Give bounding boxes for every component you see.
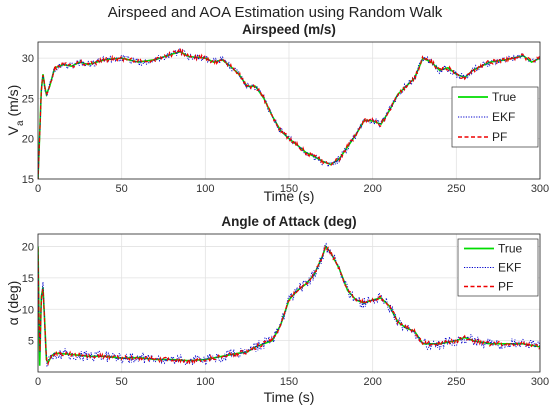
x-tick-label: 50 — [116, 183, 128, 195]
y-tick-label: 25 — [22, 93, 34, 105]
airspeed-series — [38, 47, 540, 179]
airspeed-legend: True EKF PF — [451, 86, 539, 148]
legend-label-true: True — [492, 90, 517, 104]
airspeed-ylabel: Va (m/s) — [5, 85, 26, 136]
airspeed-ticks: 0 50 100 150 200 250 300 15 20 25 30 — [22, 53, 549, 195]
series-line-pf — [38, 47, 540, 179]
aoa-series — [38, 242, 540, 367]
y-tick-label: 20 — [22, 242, 34, 254]
aoa-legend: True EKF PF — [457, 238, 539, 297]
y-tick-label: 20 — [22, 134, 34, 146]
x-tick-label: 150 — [280, 183, 298, 195]
series-line-ekf — [38, 48, 540, 179]
aoa-ylabel: α (deg) — [5, 281, 21, 326]
aoa-title: Angle of Attack (deg) — [221, 214, 356, 229]
series-line-pf — [38, 245, 540, 366]
legend-label-pf: PF — [492, 130, 507, 144]
x-tick-label: 100 — [196, 376, 214, 388]
airspeed-plot-frame — [37, 41, 541, 180]
x-tick-label: 0 — [35, 376, 41, 388]
series-line-ekf — [38, 242, 540, 367]
aoa-panel: Angle of Attack (deg) 0 50 100 150 200 250 300… — [5, 214, 549, 405]
x-tick-label: 250 — [447, 376, 465, 388]
legend-label-true: True — [498, 242, 523, 256]
legend-label-ekf: EKF — [492, 110, 515, 124]
x-tick-label: 0 — [35, 183, 41, 195]
airspeed-panel: Airspeed (m/s) 0 50 100 150 200 250 300 15 20 25 3… — [5, 22, 549, 204]
x-tick-label: 200 — [363, 183, 381, 195]
airspeed-xlabel: Time (s) — [264, 188, 315, 204]
legend-label-pf: PF — [498, 280, 513, 294]
figure-suptitle: Airspeed and AOA Estimation using Random… — [108, 4, 443, 21]
x-tick-label: 150 — [280, 376, 298, 388]
x-tick-label: 100 — [196, 183, 214, 195]
aoa-xlabel: Time (s) — [264, 389, 315, 405]
y-tick-label: 15 — [22, 174, 34, 186]
y-tick-label: 5 — [28, 336, 34, 348]
x-tick-label: 200 — [363, 376, 381, 388]
legend-label-ekf: EKF — [498, 261, 521, 275]
x-tick-label: 300 — [531, 183, 549, 195]
x-tick-label: 250 — [447, 183, 465, 195]
aoa-plot-frame — [37, 233, 541, 373]
svg-text:Va (m/s): Va (m/s) — [5, 85, 26, 136]
y-tick-label: 10 — [22, 304, 34, 316]
aoa-ticks: 0 50 100 150 200 250 300 5 10 15 20 — [22, 242, 549, 388]
airspeed-title: Airspeed (m/s) — [242, 22, 336, 37]
svg-text:α (deg): α (deg) — [5, 281, 21, 326]
x-tick-label: 50 — [116, 376, 128, 388]
y-tick-label: 15 — [22, 273, 34, 285]
y-tick-label: 30 — [22, 53, 34, 65]
x-tick-label: 300 — [531, 376, 549, 388]
